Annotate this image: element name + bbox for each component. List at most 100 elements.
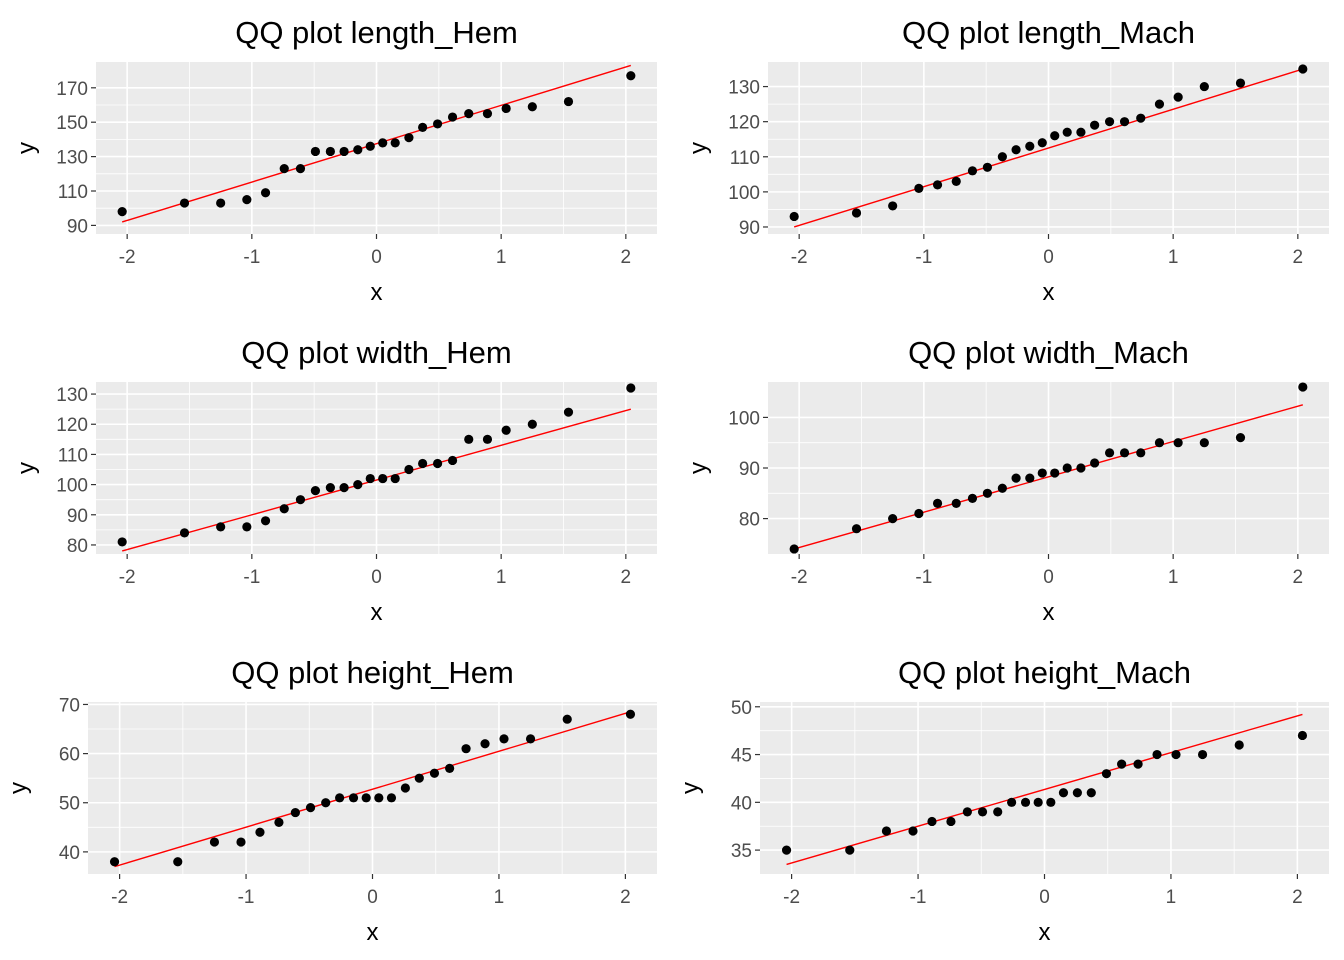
data-point [109, 857, 120, 867]
data-point [335, 793, 345, 803]
data-point [1235, 78, 1246, 88]
data-point [1298, 382, 1308, 392]
panel-title: QQ plot height_Mach [898, 655, 1191, 690]
data-point [404, 133, 414, 143]
y-axis-title: y [5, 782, 32, 794]
data-point [242, 195, 252, 205]
x-axis-title: x [1043, 599, 1055, 626]
data-point [1086, 788, 1096, 798]
data-point [626, 383, 636, 393]
data-point [447, 112, 458, 122]
data-point [927, 816, 937, 827]
data-point [951, 176, 961, 186]
data-point [951, 498, 961, 509]
chart-panel-1: -2 -1 0 1 2 90 110 130 150 170 QQ plot length_Hemx… [13, 15, 657, 306]
data-point [242, 522, 252, 532]
panel-title: QQ plot length_Mach [902, 15, 1195, 50]
data-point [1154, 99, 1165, 109]
data-point [461, 744, 471, 754]
y-tick-label: 35 [731, 841, 752, 862]
data-point [321, 798, 331, 808]
data-point [390, 473, 400, 484]
x-axis-title: x [367, 919, 379, 946]
data-point [400, 783, 410, 793]
data-point [325, 146, 335, 157]
data-point [339, 146, 349, 157]
y-tick-label: 130 [56, 385, 88, 406]
data-point [1171, 749, 1181, 760]
data-point [295, 164, 306, 174]
data-point [1076, 127, 1086, 137]
data-point [325, 483, 335, 493]
data-point [563, 96, 574, 107]
panel-title: QQ plot length_Hem [235, 15, 518, 50]
data-point [982, 488, 993, 498]
x-tick-label: -1 [910, 887, 927, 908]
y-tick-label: 90 [739, 218, 760, 239]
x-tick-label: 0 [1043, 247, 1054, 268]
qq-reference-line [114, 711, 631, 868]
y-axis-title: y [677, 782, 704, 794]
data-point [626, 71, 636, 81]
x-tick-label: 1 [496, 567, 507, 588]
x-tick-label: -1 [238, 887, 255, 908]
data-point [562, 714, 572, 724]
x-tick-label: -2 [111, 887, 128, 908]
x-tick-label: 0 [371, 247, 382, 268]
qq-reference-line [121, 64, 632, 223]
data-point [1119, 117, 1130, 127]
data-point [993, 807, 1003, 817]
data-point [1050, 131, 1060, 141]
data-point [1154, 438, 1165, 448]
data-point [348, 793, 359, 803]
data-point [374, 793, 384, 803]
y-tick-label: 90 [67, 506, 88, 527]
data-point [480, 739, 490, 749]
data-point [1033, 797, 1043, 807]
chart-panel-3: -2 -1 0 1 2 80 90 100 110 120 130 QQ plot width_Hem… [13, 335, 657, 626]
data-point [378, 138, 388, 148]
data-point [1090, 120, 1100, 130]
data-point [1152, 749, 1162, 760]
y-axis-title: y [685, 142, 712, 154]
data-point [173, 857, 183, 867]
data-point [310, 486, 321, 496]
data-point [851, 524, 862, 534]
data-point [1298, 64, 1308, 74]
data-point [353, 479, 363, 490]
y-axis-title: y [13, 142, 40, 154]
data-point [482, 434, 493, 444]
data-point [1025, 473, 1035, 483]
data-point [361, 793, 371, 803]
x-tick-label: 2 [620, 887, 631, 908]
x-axis-title: x [1039, 919, 1051, 946]
data-point [386, 793, 397, 803]
x-tick-label: 0 [367, 887, 378, 908]
data-point [851, 208, 862, 218]
data-point [1037, 468, 1047, 478]
y-tick-label: 50 [731, 698, 752, 719]
data-point [464, 434, 474, 444]
qq-reference-line [786, 713, 1303, 866]
x-tick-label: 2 [621, 567, 632, 588]
x-tick-label: 0 [371, 567, 382, 588]
data-point [982, 162, 993, 172]
x-tick-label: 1 [1168, 567, 1179, 588]
data-point [117, 207, 127, 217]
x-tick-label: 2 [621, 247, 632, 268]
data-point [260, 188, 271, 198]
x-tick-label: -2 [791, 567, 808, 588]
y-tick-label: 50 [59, 794, 80, 815]
y-tick-label: 110 [58, 445, 88, 466]
y-tick-label: 100 [728, 408, 760, 429]
panel-title: QQ plot width_Mach [908, 335, 1189, 370]
x-axis-title: x [371, 599, 383, 626]
y-tick-label: 100 [728, 183, 760, 204]
data-point [414, 773, 424, 783]
y-tick-label: 70 [59, 695, 80, 716]
y-tick-label: 170 [56, 79, 88, 100]
data-point [525, 734, 536, 744]
data-point [179, 198, 190, 208]
